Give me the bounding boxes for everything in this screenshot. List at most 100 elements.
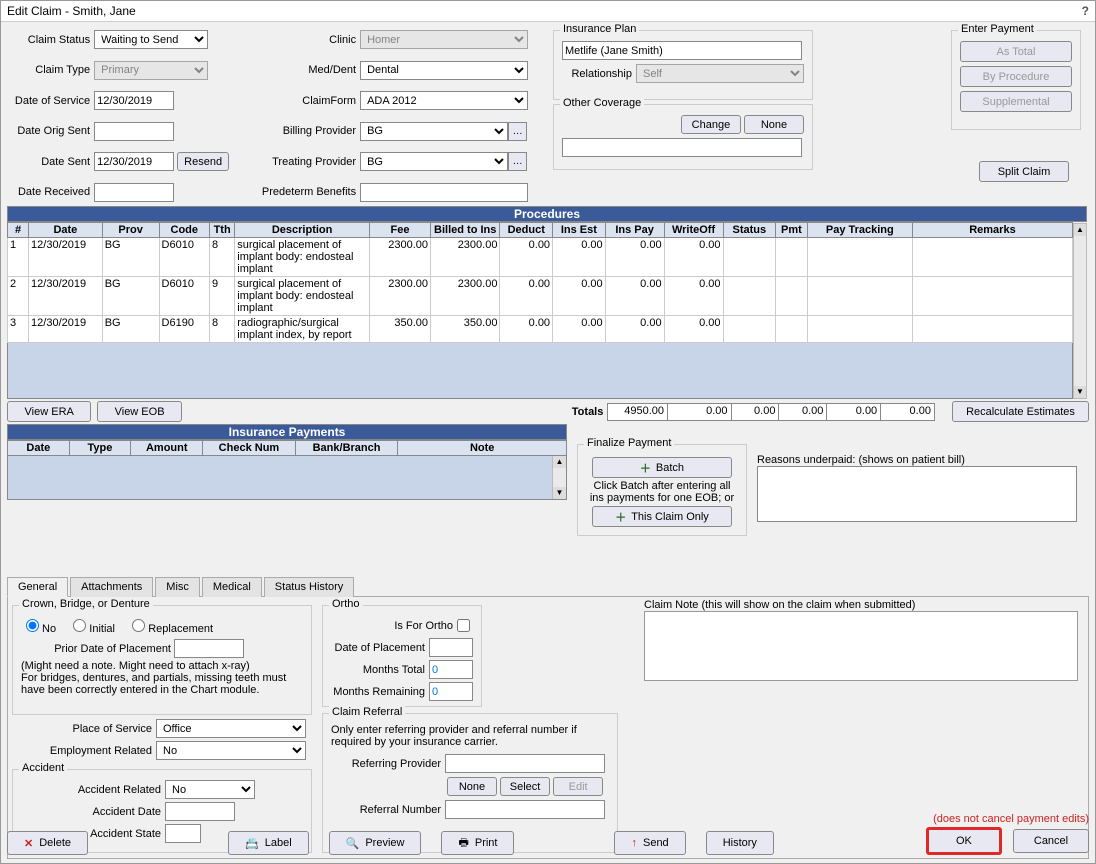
help-icon[interactable]: ? <box>1082 4 1089 18</box>
radio-no[interactable]: No <box>21 623 56 635</box>
totals-insest: 0.00 <box>778 403 827 421</box>
ip-header[interactable]: Check Num <box>203 441 295 456</box>
is-for-ortho-checkbox[interactable] <box>457 619 470 632</box>
proc-header[interactable]: Remarks <box>912 223 1072 238</box>
claimform-select[interactable]: ADA 2012 <box>360 91 528 110</box>
months-remaining-input[interactable] <box>429 682 473 701</box>
months-total-input[interactable] <box>429 660 473 679</box>
referring-provider-input[interactable] <box>445 754 605 773</box>
billing-provider-more-button[interactable]: … <box>508 122 527 141</box>
proc-header[interactable]: Date <box>29 223 103 238</box>
procedures-scrollbar[interactable]: ▲ ▼ <box>1073 223 1087 399</box>
date-orig-sent-label: Date Orig Sent <box>7 125 90 137</box>
date-received-input[interactable] <box>94 183 174 202</box>
totals-label: Totals <box>572 406 604 418</box>
scroll-down-icon[interactable]: ▼ <box>1074 386 1086 398</box>
treating-provider-more-button[interactable]: … <box>508 152 527 171</box>
ip-header[interactable]: Type <box>69 441 131 456</box>
employment-related-select[interactable]: No <box>156 741 306 760</box>
claim-status-select[interactable]: Waiting to Send <box>94 30 208 49</box>
ip-header[interactable]: Date <box>8 441 70 456</box>
table-row[interactable]: 312/30/2019BGD61908radiographic/surgical… <box>8 316 1073 343</box>
proc-header[interactable]: # <box>8 223 29 238</box>
proc-header[interactable]: Tth <box>210 223 235 238</box>
radio-replacement[interactable]: Replacement <box>127 623 213 635</box>
prior-date-input[interactable] <box>174 639 244 658</box>
history-button[interactable]: History <box>706 831 774 855</box>
ref-none-button[interactable]: None <box>447 777 497 796</box>
proc-header[interactable]: Code <box>159 223 210 238</box>
ok-button[interactable]: OK <box>926 827 1002 855</box>
none-button[interactable]: None <box>744 115 804 134</box>
proc-header[interactable]: Billed to Ins <box>431 223 500 238</box>
ip-scroll-down-icon[interactable]: ▼ <box>553 487 566 499</box>
cancel-button[interactable]: Cancel <box>1013 829 1089 853</box>
place-of-service-select[interactable]: Office <box>156 719 306 738</box>
date-of-service-label: Date of Service <box>7 95 90 107</box>
split-claim-button[interactable]: Split Claim <box>979 161 1069 182</box>
change-button[interactable]: Change <box>681 115 741 134</box>
radio-initial[interactable]: Initial <box>68 623 115 635</box>
reasons-textarea[interactable] <box>757 466 1077 522</box>
proc-header[interactable]: Fee <box>369 223 430 238</box>
proc-header[interactable]: Deduct <box>500 223 553 238</box>
proc-header[interactable]: Ins Pay <box>605 223 664 238</box>
recalculate-button[interactable]: Recalculate Estimates <box>952 401 1089 422</box>
as-total-button[interactable]: As Total <box>960 41 1072 62</box>
delete-button[interactable]: ✕Delete <box>7 831 88 855</box>
label-button[interactable]: 📇Label <box>228 831 309 855</box>
plus-icon: ＋ <box>640 460 656 476</box>
send-button[interactable]: ↑Send <box>614 831 685 855</box>
ip-header[interactable]: Bank/Branch <box>295 441 398 456</box>
by-procedure-button[interactable]: By Procedure <box>960 66 1072 87</box>
proc-header[interactable]: WriteOff <box>664 223 723 238</box>
print-button[interactable]: 🖶Print <box>441 831 514 855</box>
magnifier-icon: 🔍 <box>346 837 360 850</box>
supplemental-button[interactable]: Supplemental <box>960 91 1072 112</box>
proc-header[interactable]: Status <box>723 223 776 238</box>
table-row[interactable]: 112/30/2019BGD60108surgical placement of… <box>8 238 1073 277</box>
date-of-placement-input[interactable] <box>429 638 473 657</box>
proc-header[interactable]: Description <box>235 223 370 238</box>
tab-misc[interactable]: Misc <box>155 577 200 597</box>
ins-payments-table[interactable]: DateTypeAmountCheck NumBank/BranchNote <box>7 440 567 456</box>
view-era-button[interactable]: View ERA <box>7 401 91 422</box>
scroll-up-icon[interactable]: ▲ <box>1074 224 1086 236</box>
ip-scroll-up-icon[interactable]: ▲ <box>553 456 566 468</box>
date-orig-sent-input[interactable] <box>94 122 174 141</box>
ip-header[interactable]: Amount <box>131 441 203 456</box>
resend-button[interactable]: Resend <box>177 152 229 171</box>
clinic-select: Homer <box>360 30 528 49</box>
this-claim-only-button[interactable]: ＋This Claim Only <box>592 506 732 527</box>
proc-header[interactable]: Pmt <box>776 223 808 238</box>
tab-attachments[interactable]: Attachments <box>70 577 153 597</box>
ins-payments-scrollbar[interactable]: ▲ ▼ <box>552 456 566 499</box>
procedures-table[interactable]: #DateProvCodeTthDescriptionFeeBilled to … <box>7 222 1073 343</box>
billing-provider-select[interactable]: BG <box>360 122 508 141</box>
ref-select-button[interactable]: Select <box>500 777 550 796</box>
date-sent-input[interactable] <box>94 152 174 171</box>
accident-related-label: Accident Related <box>21 784 161 796</box>
date-of-service-input[interactable] <box>94 91 174 110</box>
proc-header[interactable]: Pay Tracking <box>807 223 912 238</box>
ip-header[interactable]: Note <box>398 441 567 456</box>
table-row[interactable]: 212/30/2019BGD60109surgical placement of… <box>8 277 1073 316</box>
ref-edit-button[interactable]: Edit <box>553 777 603 796</box>
proc-header[interactable]: Prov <box>102 223 159 238</box>
insurance-plan-title: Insurance Plan <box>560 23 639 35</box>
predeterm-input[interactable] <box>360 183 528 202</box>
view-eob-button[interactable]: View EOB <box>97 401 181 422</box>
tab-medical[interactable]: Medical <box>202 577 262 597</box>
tab-status-history[interactable]: Status History <box>264 577 354 597</box>
claim-type-label: Claim Type <box>7 64 90 76</box>
treating-provider-select[interactable]: BG <box>360 152 508 171</box>
accident-related-select[interactable]: No <box>165 780 255 799</box>
enter-payment-title: Enter Payment <box>958 23 1037 35</box>
proc-header[interactable]: Ins Est <box>553 223 606 238</box>
claim-note-textarea[interactable] <box>644 611 1078 681</box>
window-title: Edit Claim - Smith, Jane <box>7 4 136 18</box>
tab-general[interactable]: General <box>7 577 68 597</box>
preview-button[interactable]: 🔍Preview <box>329 831 422 855</box>
meddent-select[interactable]: Dental <box>360 61 528 80</box>
batch-button[interactable]: ＋Batch <box>592 457 732 478</box>
